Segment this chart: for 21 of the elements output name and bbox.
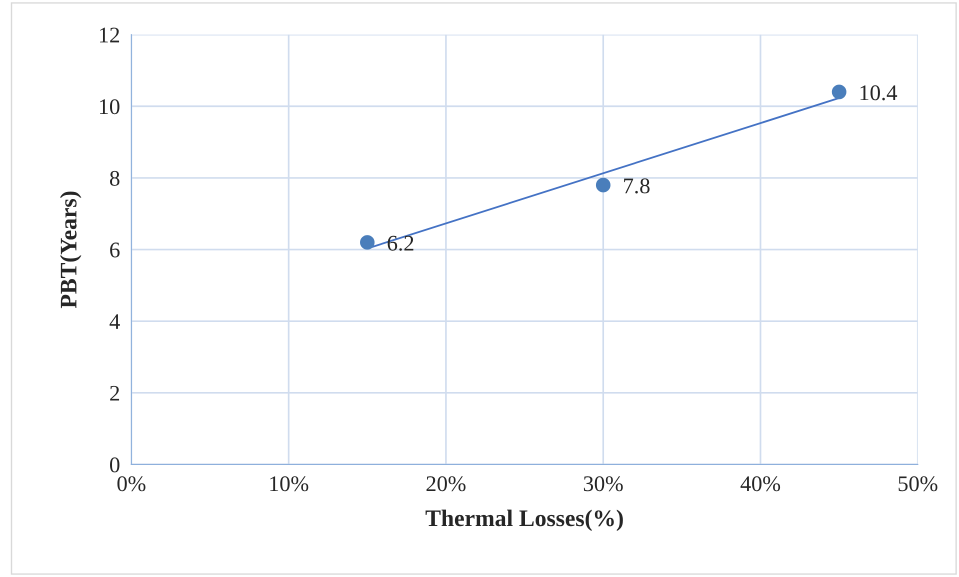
- point: [360, 235, 375, 250]
- x-tick-label: 30%: [584, 476, 623, 492]
- x-tick-label: 50%: [898, 476, 938, 492]
- y-tick-label: 12: [100, 28, 120, 42]
- point: [832, 84, 846, 100]
- x-tick-label: 10%: [270, 476, 308, 492]
- data-label: 10.4: [860, 85, 898, 100]
- y-tick-label: 4: [110, 314, 120, 329]
- y-axis-title: PBT(Years): [60, 192, 82, 308]
- x-tick-label: 40%: [740, 476, 780, 492]
- data-label: 7.8: [624, 178, 650, 194]
- data-label: 6.2: [388, 236, 414, 251]
- point: [596, 178, 610, 192]
- y-tick-label: 0: [110, 457, 120, 472]
- x-axis-title: Thermal Losses(%): [426, 510, 623, 532]
- y-tick-label: 10: [100, 99, 120, 114]
- y-tick-label: 8: [110, 170, 120, 186]
- x-tick-label: 20%: [426, 476, 466, 492]
- y-tick-label: 2: [110, 386, 120, 401]
- y-tick-label: 6: [110, 242, 120, 258]
- x-tick-label: 0%: [117, 476, 146, 492]
